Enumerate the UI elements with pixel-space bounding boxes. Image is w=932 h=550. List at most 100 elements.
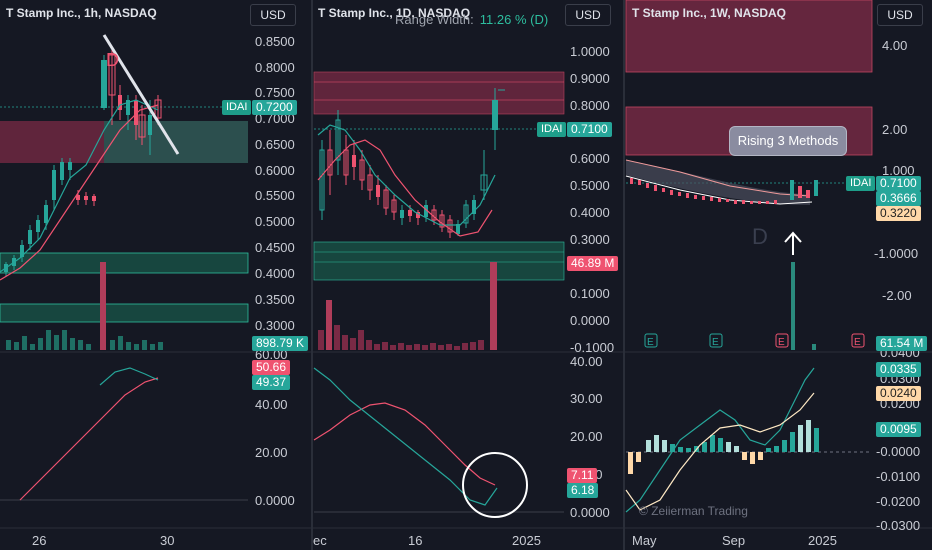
- xtick3: 2025: [808, 533, 837, 548]
- currency-button[interactable]: USD: [877, 4, 923, 26]
- otick2: 40.00: [570, 354, 603, 369]
- tick3: -1.0000: [874, 246, 918, 261]
- tick: 0.3500: [255, 292, 295, 307]
- earnings-marker[interactable]: E: [854, 337, 861, 348]
- tick3: 1.000: [882, 163, 915, 178]
- supply-zone: [625, 0, 873, 73]
- xtick3: May: [632, 533, 657, 548]
- otick: 20.00: [255, 445, 288, 460]
- volume-spike: [791, 262, 795, 350]
- xtick2: ec: [313, 533, 327, 548]
- panel-3-title: T Stamp Inc., 1W, NASDAQ: [632, 6, 786, 20]
- otick3: -0.0100: [876, 469, 920, 484]
- tick2: 0.5000: [570, 178, 610, 193]
- panel-1-time-axis: 26 30: [32, 533, 174, 548]
- pattern-letter-faded: D: [752, 224, 768, 249]
- xtick: 26: [32, 533, 46, 548]
- panel-2-price[interactable]: [313, 71, 565, 350]
- demand-zone: [0, 303, 249, 323]
- earnings-marker[interactable]: E: [778, 337, 785, 348]
- tick2: -0.1000: [570, 340, 614, 355]
- xtick: 30: [160, 533, 174, 548]
- tick: 0.4500: [255, 240, 295, 255]
- tick2: 0.6000: [570, 151, 610, 166]
- demand-zone: [313, 241, 565, 281]
- supply-zone: [313, 71, 565, 115]
- otick2: 30.00: [570, 391, 603, 406]
- tick2: 0.9000: [570, 71, 610, 86]
- tick: 0.8500: [255, 34, 295, 49]
- candles: [319, 88, 505, 238]
- osc-tag-b: 49.37: [252, 375, 291, 390]
- tick2: 0.1000: [570, 286, 610, 301]
- tick2: 0.8000: [570, 98, 610, 113]
- watermark-text: Zeiierman Trading: [651, 504, 748, 518]
- otick3: -0.0000: [876, 444, 920, 459]
- panel-2-time-axis: ec 16 2025: [313, 533, 541, 548]
- tick2: 0.4000: [570, 205, 610, 220]
- price-tag: 0.7100: [567, 122, 612, 137]
- arrow: [784, 231, 802, 255]
- pattern-letter: D: [106, 50, 119, 70]
- volume-tag: 61.54 M: [876, 336, 928, 351]
- currency-button[interactable]: USD: [250, 4, 296, 26]
- panel-3-time-axis: May Sep 2025: [632, 533, 837, 548]
- signal-tag: 0.0240: [876, 386, 921, 401]
- tick2: 1.0000: [570, 44, 610, 59]
- earnings-marker[interactable]: E: [647, 337, 654, 348]
- panel-3-price[interactable]: E E E E: [625, 0, 873, 350]
- tick: 0.5000: [255, 214, 295, 229]
- osc-tag-b: 6.18: [567, 483, 599, 498]
- price-tag: 0.7200: [252, 100, 297, 115]
- watermark: © Zeiierman Trading: [639, 504, 748, 518]
- tick: 0.8000: [255, 60, 295, 75]
- panel-3-macd: [625, 367, 872, 513]
- tick3: 2.00: [882, 122, 907, 137]
- otick3: -0.0200: [876, 494, 920, 509]
- weekly-candles: [630, 178, 818, 204]
- highlight-circle: [462, 452, 528, 518]
- otick: 0.0000: [255, 493, 295, 508]
- osc-tag-a: 7.11: [567, 468, 598, 483]
- panel-1-oscillator: [0, 367, 248, 501]
- earnings-marker[interactable]: E: [712, 337, 719, 348]
- price-tag: 0.7100: [876, 176, 921, 191]
- range-width: Range Width: 11.26 % (D): [395, 12, 548, 27]
- ticker-tag: IDAI: [846, 176, 876, 191]
- tick2: 0.0000: [570, 313, 610, 328]
- panel-3-osc-axis: 0.0400 0.0300 0.0200 0.0100 -0.0000 -0.0…: [876, 345, 920, 533]
- tick2: 0.3000: [570, 232, 610, 247]
- tick: 0.7500: [255, 85, 295, 100]
- demand-zone-overlap: [104, 121, 248, 163]
- panel-1-title: T Stamp Inc., 1h, NASDAQ: [6, 6, 157, 20]
- macd-tag: 0.0335: [876, 362, 921, 377]
- xtick2: 16: [408, 533, 422, 548]
- xtick3: Sep: [722, 533, 745, 548]
- pattern-callout[interactable]: Rising 3 Methods: [729, 126, 847, 156]
- volume-tag: 46.89 M: [567, 256, 619, 271]
- trendline[interactable]: [102, 34, 180, 155]
- range-width-value: 11.26 % (D): [479, 12, 549, 27]
- tick: 0.6500: [255, 137, 295, 152]
- ma1-tag: 0.3666: [876, 191, 921, 206]
- ticker-tag: IDAI: [222, 100, 252, 115]
- osc-tag-a: 50.66: [252, 360, 291, 375]
- panel-2-oscillator: [313, 367, 564, 518]
- panel-1-price[interactable]: [0, 34, 249, 350]
- tick3: -2.00: [882, 288, 912, 303]
- ticker-tag: IDAI: [537, 122, 567, 137]
- volume-bars: [318, 262, 497, 350]
- otick3: -0.0300: [876, 518, 920, 533]
- tick: 0.4000: [255, 266, 295, 281]
- histogram-tag: 0.0095: [876, 422, 921, 437]
- otick2: 0.0000: [570, 505, 610, 520]
- candles: [4, 48, 162, 276]
- otick: 40.00: [255, 397, 288, 412]
- demand-zone: [0, 252, 249, 274]
- ma2-tag: 0.3220: [876, 206, 921, 221]
- currency-button[interactable]: USD: [565, 4, 611, 26]
- panel-2-title: T Stamp Inc., 1D, NASDAQ: [318, 6, 470, 20]
- volume-tag: 898.79 K: [252, 336, 309, 351]
